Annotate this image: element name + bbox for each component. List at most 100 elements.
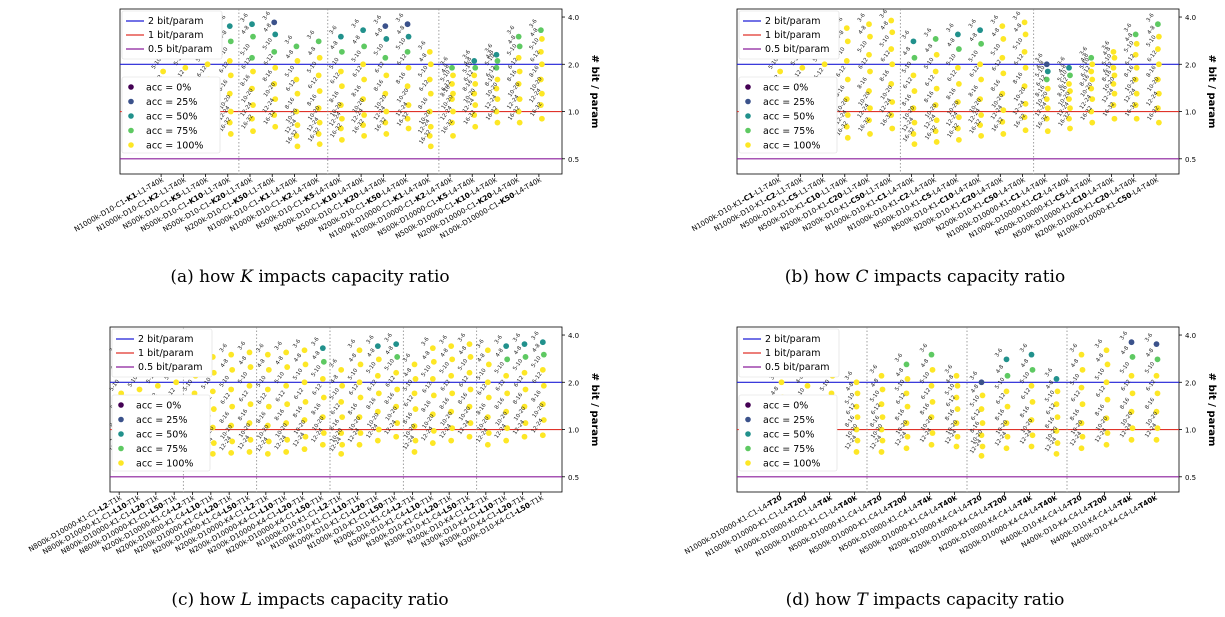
point-label: 4-8 (870, 377, 880, 388)
data-point (1028, 382, 1035, 389)
data-point (911, 88, 918, 94)
data-point (382, 119, 389, 126)
data-point (503, 437, 510, 444)
data-point (844, 112, 851, 118)
data-point (1043, 61, 1050, 68)
point-label: 3-6 (1035, 52, 1045, 63)
data-point (1053, 450, 1060, 457)
point-label: 3-6 (347, 338, 357, 349)
data-point (1088, 54, 1095, 61)
data-point (538, 36, 545, 42)
point-label: 3-6 (894, 352, 904, 363)
point-label: 6-12 (422, 381, 434, 395)
data-point (903, 445, 910, 452)
point-label: 6-12 (1095, 385, 1107, 399)
data-point (316, 119, 323, 126)
point-label: 4-8 (285, 49, 295, 60)
data-point (226, 90, 233, 97)
data-point (1155, 61, 1162, 68)
data-point (1000, 36, 1007, 42)
point-label: 3-6 (311, 336, 321, 347)
data-point (319, 345, 326, 352)
legend-line-label: 1 bit/param (765, 348, 821, 359)
data-point (1111, 72, 1118, 79)
data-point (1021, 114, 1028, 121)
data-point (888, 80, 895, 87)
legend-box (111, 328, 213, 378)
point-label: 8-16 (439, 397, 451, 411)
point-label: 3-6 (901, 29, 911, 40)
data-point (1089, 96, 1096, 103)
data-point (1110, 102, 1117, 108)
point-label: 6-12 (367, 379, 379, 393)
chart-panel-d: 0.51.02.04.0# bit / param3-64-85-106-128… (683, 326, 1217, 610)
data-point (393, 369, 400, 376)
data-point (979, 392, 986, 399)
data-point (283, 349, 290, 356)
point-label: 3-6 (439, 334, 449, 345)
data-point (412, 376, 419, 382)
point-label: 6-12 (1020, 387, 1032, 401)
data-point (1132, 76, 1139, 83)
panel-caption: (b) how C impacts capacity ratio (785, 267, 1065, 287)
point-label: 4-8 (1120, 345, 1130, 356)
data-point (316, 88, 323, 94)
data-point (844, 76, 851, 83)
data-point (1028, 417, 1035, 423)
point-label: 3-6 (292, 338, 302, 349)
data-point (522, 354, 529, 360)
data-point (1029, 432, 1036, 439)
data-point (954, 125, 961, 132)
point-label: 4-8 (330, 374, 340, 385)
data-point (866, 21, 872, 28)
point-label: 8-16 (292, 405, 304, 419)
data-point (494, 119, 501, 126)
panel-caption: (c) how L impacts capacity ratio (171, 590, 448, 610)
point-label: 8-16 (512, 392, 524, 406)
data-point (1103, 347, 1110, 354)
data-point (246, 420, 253, 426)
data-point (911, 141, 918, 148)
data-point (867, 33, 873, 40)
point-label: 10-20 (532, 402, 546, 419)
data-point (467, 386, 474, 393)
point-label: 3-6 (219, 343, 229, 354)
data-point (450, 108, 456, 115)
data-point (911, 119, 918, 126)
caption-suffix: impacts capacity ratio (869, 267, 1066, 287)
data-point (209, 450, 216, 457)
point-label: 3-6 (402, 352, 412, 363)
data-point (799, 64, 806, 71)
y-tick-label: 0.5 (1185, 156, 1196, 164)
point-label: 8-16 (219, 411, 231, 425)
data-point (516, 68, 523, 75)
data-point (426, 108, 433, 115)
point-label: 5-10 (944, 383, 956, 397)
data-point (904, 433, 911, 440)
point-label: 6-12 (238, 390, 250, 404)
data-point (1054, 440, 1061, 446)
data-point (361, 43, 368, 50)
data-point (427, 143, 434, 150)
point-label: 4-8 (419, 52, 429, 63)
point-label: 8-16 (857, 76, 869, 90)
data-point (953, 394, 960, 401)
point-label: 3-6 (1057, 56, 1067, 67)
data-point (246, 449, 253, 455)
point-label: 5-10 (384, 358, 396, 372)
data-point (302, 433, 309, 440)
point-label: 5-10 (1119, 361, 1131, 375)
point-label: 4-8 (348, 352, 358, 363)
data-point (1067, 105, 1073, 112)
data-point (1154, 425, 1161, 432)
legend-line-label: 2 bit/param (138, 334, 194, 345)
data-point (932, 36, 939, 42)
point-label: 5-10 (240, 43, 252, 57)
data-point (361, 112, 368, 118)
data-point (405, 102, 412, 108)
data-point (374, 437, 381, 444)
data-point (339, 441, 346, 448)
point-label: 6-12 (275, 390, 287, 404)
point-label: 5-10 (506, 43, 518, 57)
data-point (979, 443, 986, 450)
